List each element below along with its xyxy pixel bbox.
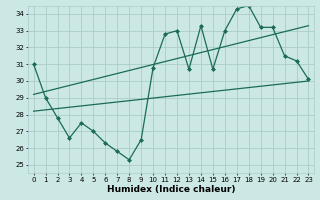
X-axis label: Humidex (Indice chaleur): Humidex (Indice chaleur) [107, 185, 235, 194]
